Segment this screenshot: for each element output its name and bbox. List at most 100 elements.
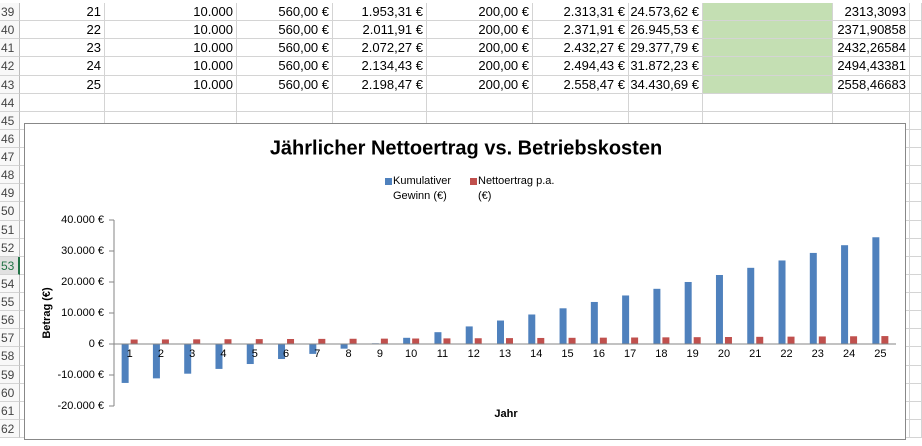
cell: [910, 57, 922, 76]
cell: 29.377,79 €: [629, 39, 703, 58]
cell: 10.000: [105, 75, 237, 94]
cell: [333, 93, 427, 112]
cell: 21: [20, 3, 105, 22]
x-tick-label: 10: [405, 348, 417, 360]
bar: [403, 337, 411, 344]
row-header: 58: [0, 347, 20, 366]
bar: [246, 344, 254, 365]
x-tick-label: 19: [687, 348, 699, 360]
bar: [631, 337, 639, 344]
bar: [622, 295, 630, 344]
cell: 24.573,62 €: [629, 3, 703, 22]
cell: [910, 347, 922, 366]
x-tick-label: 17: [624, 348, 636, 360]
bar: [506, 338, 513, 344]
cell: [237, 93, 333, 112]
cell: 2.198,47 €: [333, 75, 427, 94]
row-header: 41: [0, 39, 20, 58]
bar: [309, 344, 317, 354]
cell: [703, 75, 833, 94]
cell: [910, 311, 922, 330]
cell: 25: [20, 75, 105, 94]
bar: [121, 344, 129, 383]
cell: [910, 419, 922, 439]
row-header: 60: [0, 383, 20, 402]
cell: [910, 238, 922, 257]
cell: [910, 184, 922, 203]
cell: 2371,90858: [833, 21, 910, 40]
row-header: 45: [0, 111, 20, 130]
legend-label: Nettoertrag p.a. (€): [478, 175, 555, 202]
cell: 2.011,91 €: [333, 21, 427, 40]
bar: [599, 337, 607, 344]
bar: [474, 338, 482, 344]
x-tick-label: 6: [283, 348, 289, 360]
x-tick-label: 13: [499, 348, 511, 360]
x-tick-label: 15: [561, 348, 573, 360]
cell: [910, 293, 922, 312]
x-tick-label: 9: [377, 348, 383, 360]
cell: 200,00 €: [427, 75, 533, 94]
bar: [653, 288, 661, 344]
x-tick-label: 24: [843, 348, 855, 360]
bar: [287, 338, 295, 344]
cell: 1.953,31 €: [333, 3, 427, 22]
cell: [910, 93, 922, 112]
cell: 2558,46683: [833, 75, 910, 94]
cell: [910, 39, 922, 58]
x-tick-label: 3: [189, 348, 195, 360]
y-tick-label: 10.000 €: [61, 307, 104, 319]
bar: [380, 338, 388, 344]
row-header: 62: [0, 419, 20, 439]
bar: [715, 274, 723, 344]
row-header: 39: [0, 3, 20, 22]
cell: 2.072,27 €: [333, 39, 427, 58]
row-header: 61: [0, 401, 20, 420]
cell: 560,00 €: [237, 3, 333, 22]
row-header: 46: [0, 129, 20, 149]
x-tick-label: 25: [874, 348, 886, 360]
x-tick-label: 4: [220, 348, 226, 360]
legend-swatch: [470, 178, 477, 185]
cell: 10.000: [105, 21, 237, 40]
cell: [910, 75, 922, 94]
bar: [559, 308, 567, 344]
x-tick-label: 20: [718, 348, 730, 360]
bar: [130, 339, 138, 344]
bar: [528, 314, 536, 344]
x-tick-label: 11: [437, 348, 448, 360]
cell: 200,00 €: [427, 21, 533, 40]
bar: [756, 336, 764, 344]
x-tick-label: 16: [593, 348, 605, 360]
row-header: 43: [0, 75, 20, 94]
bar: [684, 281, 692, 344]
cell: 2432,26584: [833, 39, 910, 58]
x-tick-label: 21: [749, 348, 761, 360]
x-tick-label: 12: [468, 348, 480, 360]
chart-container: Jährlicher Nettoertrag vs. Betriebskoste…: [24, 123, 906, 440]
x-tick-label: 18: [655, 348, 667, 360]
x-tick-label: 8: [346, 348, 352, 360]
legend-swatch: [385, 178, 392, 185]
row-header: 47: [0, 148, 20, 167]
bar: [224, 339, 232, 344]
cell: 2.432,27 €: [533, 39, 629, 58]
chart: Jährlicher Nettoertrag vs. Betriebskoste…: [41, 137, 896, 420]
cell: 560,00 €: [237, 21, 333, 40]
x-tick-label: 14: [530, 348, 542, 360]
cell: 34.430,69 €: [629, 75, 703, 94]
cell: [427, 93, 533, 112]
cell: [833, 93, 910, 112]
chart-title: Jährlicher Nettoertrag vs. Betriebskoste…: [270, 137, 662, 159]
bar: [818, 336, 826, 344]
cell: [910, 166, 922, 185]
cell: 560,00 €: [237, 57, 333, 76]
bar: [809, 252, 817, 344]
cell: 2.371,91 €: [533, 21, 629, 40]
bar: [590, 301, 598, 344]
bar: [434, 332, 442, 344]
row-header: 48: [0, 166, 20, 185]
bar: [747, 267, 755, 344]
cell: [629, 93, 703, 112]
